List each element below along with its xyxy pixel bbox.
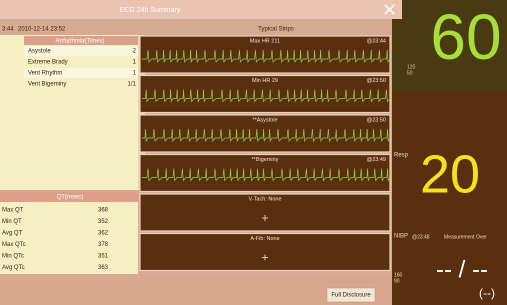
date: 2010-12-14 23:52 <box>18 27 66 33</box>
strip-time: @23:50 <box>367 117 386 123</box>
strip-time: @23:44 <box>367 38 386 44</box>
arrhythmia-name: Vent Bigeminy <box>28 82 66 88</box>
qt-value: 368 <box>98 208 109 214</box>
monitor-screen: ECG 24h Summary 3:44 2010-12-14 23:52 Ty… <box>0 0 507 305</box>
strip-time: @23:49 <box>367 157 386 163</box>
strip-label: Min HR 29 <box>252 78 278 84</box>
qt-value: 351 <box>98 254 109 260</box>
strips-title: Typical Strips <box>258 27 294 33</box>
resp-label: Resp <box>394 153 409 159</box>
strip-label: **Asystole <box>252 117 277 123</box>
strip-time: @23:50 <box>367 78 386 84</box>
qt-name: Min QT <box>2 219 22 225</box>
nibp-label: NIBP <box>394 234 408 240</box>
arrhythmia-title: Arrhythmia(Times) <box>55 39 104 45</box>
dialog-title: ECG 24h Summary <box>120 7 181 14</box>
clock: 3:44 <box>2 27 14 33</box>
strip-label: A-Fib: None <box>250 236 279 242</box>
arrhythmia-name: Extreme Brady <box>28 60 68 66</box>
hr-value: 60 <box>430 1 501 73</box>
hr-limit-low: 50 <box>407 70 413 76</box>
full-disclosure-label: Full Disclosure <box>331 293 371 299</box>
nibp-time: @23:48 <box>412 234 430 240</box>
strip-label: Max HR 211 <box>250 38 280 44</box>
qt-value: 378 <box>98 242 109 248</box>
qt-value: 362 <box>98 231 109 237</box>
qt-name: Avg QT <box>2 231 23 237</box>
qt-title: QT(msec) <box>57 195 84 201</box>
qt-name: Max QTc <box>2 242 26 248</box>
arrhythmia-count: 1/1 <box>128 82 137 88</box>
arrhythmia-name: Asystole <box>28 49 51 55</box>
qt-value: 363 <box>98 265 109 271</box>
strip-label: V-Tach: None <box>248 196 281 202</box>
title-bar <box>0 0 402 19</box>
arrhythmia-name: Vent Rhythm <box>28 71 62 77</box>
nibp-value: -- / -- <box>436 256 488 283</box>
qt-name: Max QT <box>2 208 24 214</box>
nibp-mean: (--) <box>479 286 495 300</box>
strip-label: **Bigeminy <box>252 157 279 163</box>
resp-value: 20 <box>420 144 480 204</box>
qt-name: Min QTc <box>2 254 24 260</box>
nibp-limit-low: 90 <box>394 278 400 284</box>
nibp-status: Measurement Over <box>444 234 487 240</box>
qt-value: 352 <box>98 219 109 225</box>
qt-name: Avg QTc <box>2 265 25 271</box>
